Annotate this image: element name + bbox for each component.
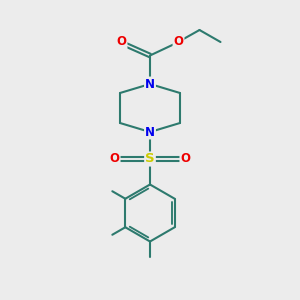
Text: N: N (145, 77, 155, 91)
Text: O: O (110, 152, 120, 166)
Text: N: N (145, 125, 155, 139)
Text: S: S (145, 152, 155, 166)
Text: O: O (173, 35, 184, 49)
Text: O: O (180, 152, 190, 166)
Text: O: O (116, 35, 127, 49)
